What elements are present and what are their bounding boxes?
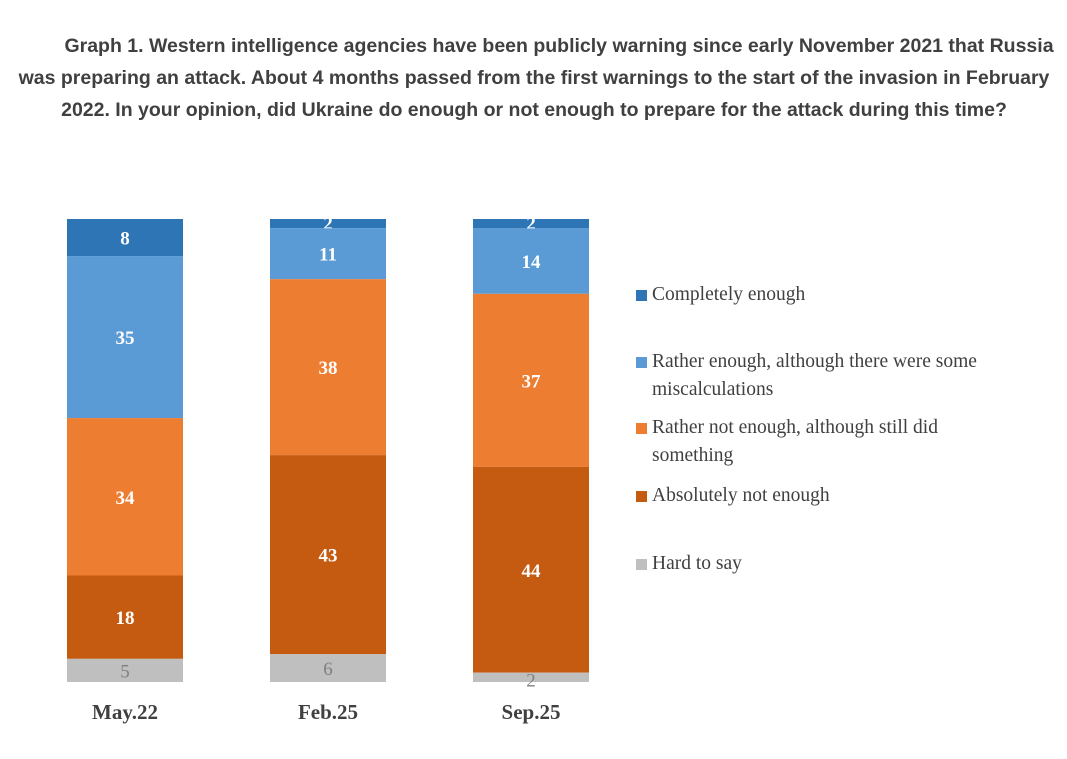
legend-item: Rather enough, although there were some …: [636, 348, 1012, 404]
bar-segment: [473, 672, 589, 682]
legend-label: Completely enough: [652, 284, 806, 305]
bar-segment: [473, 228, 589, 294]
data-label: 34: [116, 488, 136, 509]
bar-segment: [67, 575, 183, 659]
bar-segment: [67, 658, 183, 682]
data-label: 38: [319, 358, 338, 379]
bar-segment: [270, 455, 386, 655]
data-label: 8: [120, 229, 130, 250]
data-label: 14: [522, 252, 542, 273]
legend-item: Hard to say: [636, 550, 742, 578]
data-label: 5: [120, 661, 130, 682]
data-label: 44: [522, 561, 542, 582]
data-label: 2: [526, 670, 536, 691]
data-label: 11: [319, 245, 337, 266]
category-label: Sep.25: [502, 700, 561, 724]
bar-segment: [67, 256, 183, 419]
legend-swatch: [636, 290, 647, 301]
legend-label: Absolutely not enough: [652, 485, 830, 506]
legend-swatch: [636, 423, 647, 434]
data-label: 2: [323, 214, 333, 235]
bar-segment: [67, 219, 183, 257]
data-label: 35: [116, 328, 135, 349]
bar-segment: [270, 279, 386, 456]
data-label: 18: [116, 608, 135, 629]
legend-item: Completely enough: [636, 281, 805, 309]
bar-segment: [473, 219, 589, 229]
bar-segment: [67, 418, 183, 576]
bar-segment: [270, 219, 386, 229]
data-label: 6: [323, 659, 333, 680]
legend-swatch: [636, 357, 647, 368]
category-label: May.22: [92, 700, 158, 724]
bar-segment: [473, 293, 589, 467]
data-label: 2: [526, 214, 536, 235]
legend-item: Rather not enough, although still did so…: [636, 414, 1022, 470]
legend-swatch: [636, 491, 647, 502]
data-label: 43: [319, 546, 338, 567]
bar-segment: [270, 654, 386, 682]
legend-label: Rather not enough, although still did so…: [652, 417, 938, 466]
legend-label: Rather enough, although there were some …: [652, 351, 977, 400]
bar-segment: [473, 466, 589, 673]
bar-segment: [270, 228, 386, 280]
legend-label: Hard to say: [652, 553, 742, 574]
legend-item: Absolutely not enough: [636, 482, 830, 510]
legend-swatch: [636, 559, 647, 570]
data-label: 37: [522, 371, 542, 392]
category-label: Feb.25: [298, 700, 358, 724]
chart-title: Graph 1. Western intelligence agencies h…: [18, 35, 1054, 121]
